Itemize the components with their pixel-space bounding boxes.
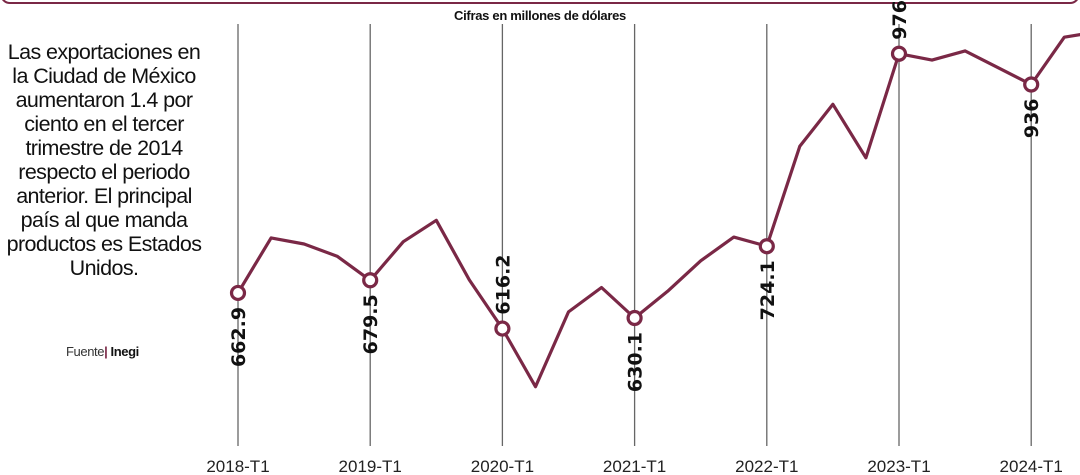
source-note: Fuente| Inegi <box>66 344 139 359</box>
marker-2023-T1 <box>890 45 908 62</box>
x-tick-2021-T1: 2021-T1 <box>603 457 666 475</box>
data-label-2022-T1: 724.1 <box>757 260 779 320</box>
marker-2024-T1 <box>1023 76 1040 93</box>
x-tick-2023-T1: 2023-T1 <box>867 457 930 475</box>
data-label-2021-T1: 630.1 <box>625 332 647 392</box>
grid-lines <box>237 24 1032 446</box>
data-label-2019-T1: 679.5 <box>360 294 382 354</box>
chart-subtitle: Cifras en millones de dólares <box>454 8 626 23</box>
marker-2020-T1 <box>494 320 511 337</box>
data-label-2020-T1: 616.2 <box>492 254 514 314</box>
source-value: Inegi <box>110 344 140 359</box>
source-label: Fuente <box>66 344 105 359</box>
x-tick-2024-T1: 2024-T1 <box>1000 457 1063 475</box>
point-markers <box>229 45 1040 337</box>
marker-2022-T1 <box>758 238 775 255</box>
x-tick-2022-T1: 2022-T1 <box>735 457 798 475</box>
data-label-2018-T1: 662.9 <box>228 307 250 367</box>
marker-2021-T1 <box>626 309 643 327</box>
marker-2018-T1 <box>229 284 247 302</box>
data-labels: 662.9 679.5 616.2 630.1 724.1 976.3 936 <box>228 0 1043 392</box>
x-tick-2019-T1: 2019-T1 <box>339 457 402 475</box>
series-line <box>236 33 1080 389</box>
x-tick-2020-T1: 2020-T1 <box>471 457 534 475</box>
chart-description: Las exportaciones en la Ciudad de México… <box>6 40 202 280</box>
x-tick-2018-T1: 2018-T1 <box>206 457 269 475</box>
data-label-2023-T1: 976.3 <box>889 0 911 40</box>
data-label-2024-T1: 936 <box>1021 98 1043 138</box>
x-tick-labels: 2018-T1 2019-T1 2020-T1 2021-T1 2022-T1 2023-… <box>206 457 1063 475</box>
marker-2019-T1 <box>362 272 379 289</box>
source-separator: | <box>104 344 108 359</box>
